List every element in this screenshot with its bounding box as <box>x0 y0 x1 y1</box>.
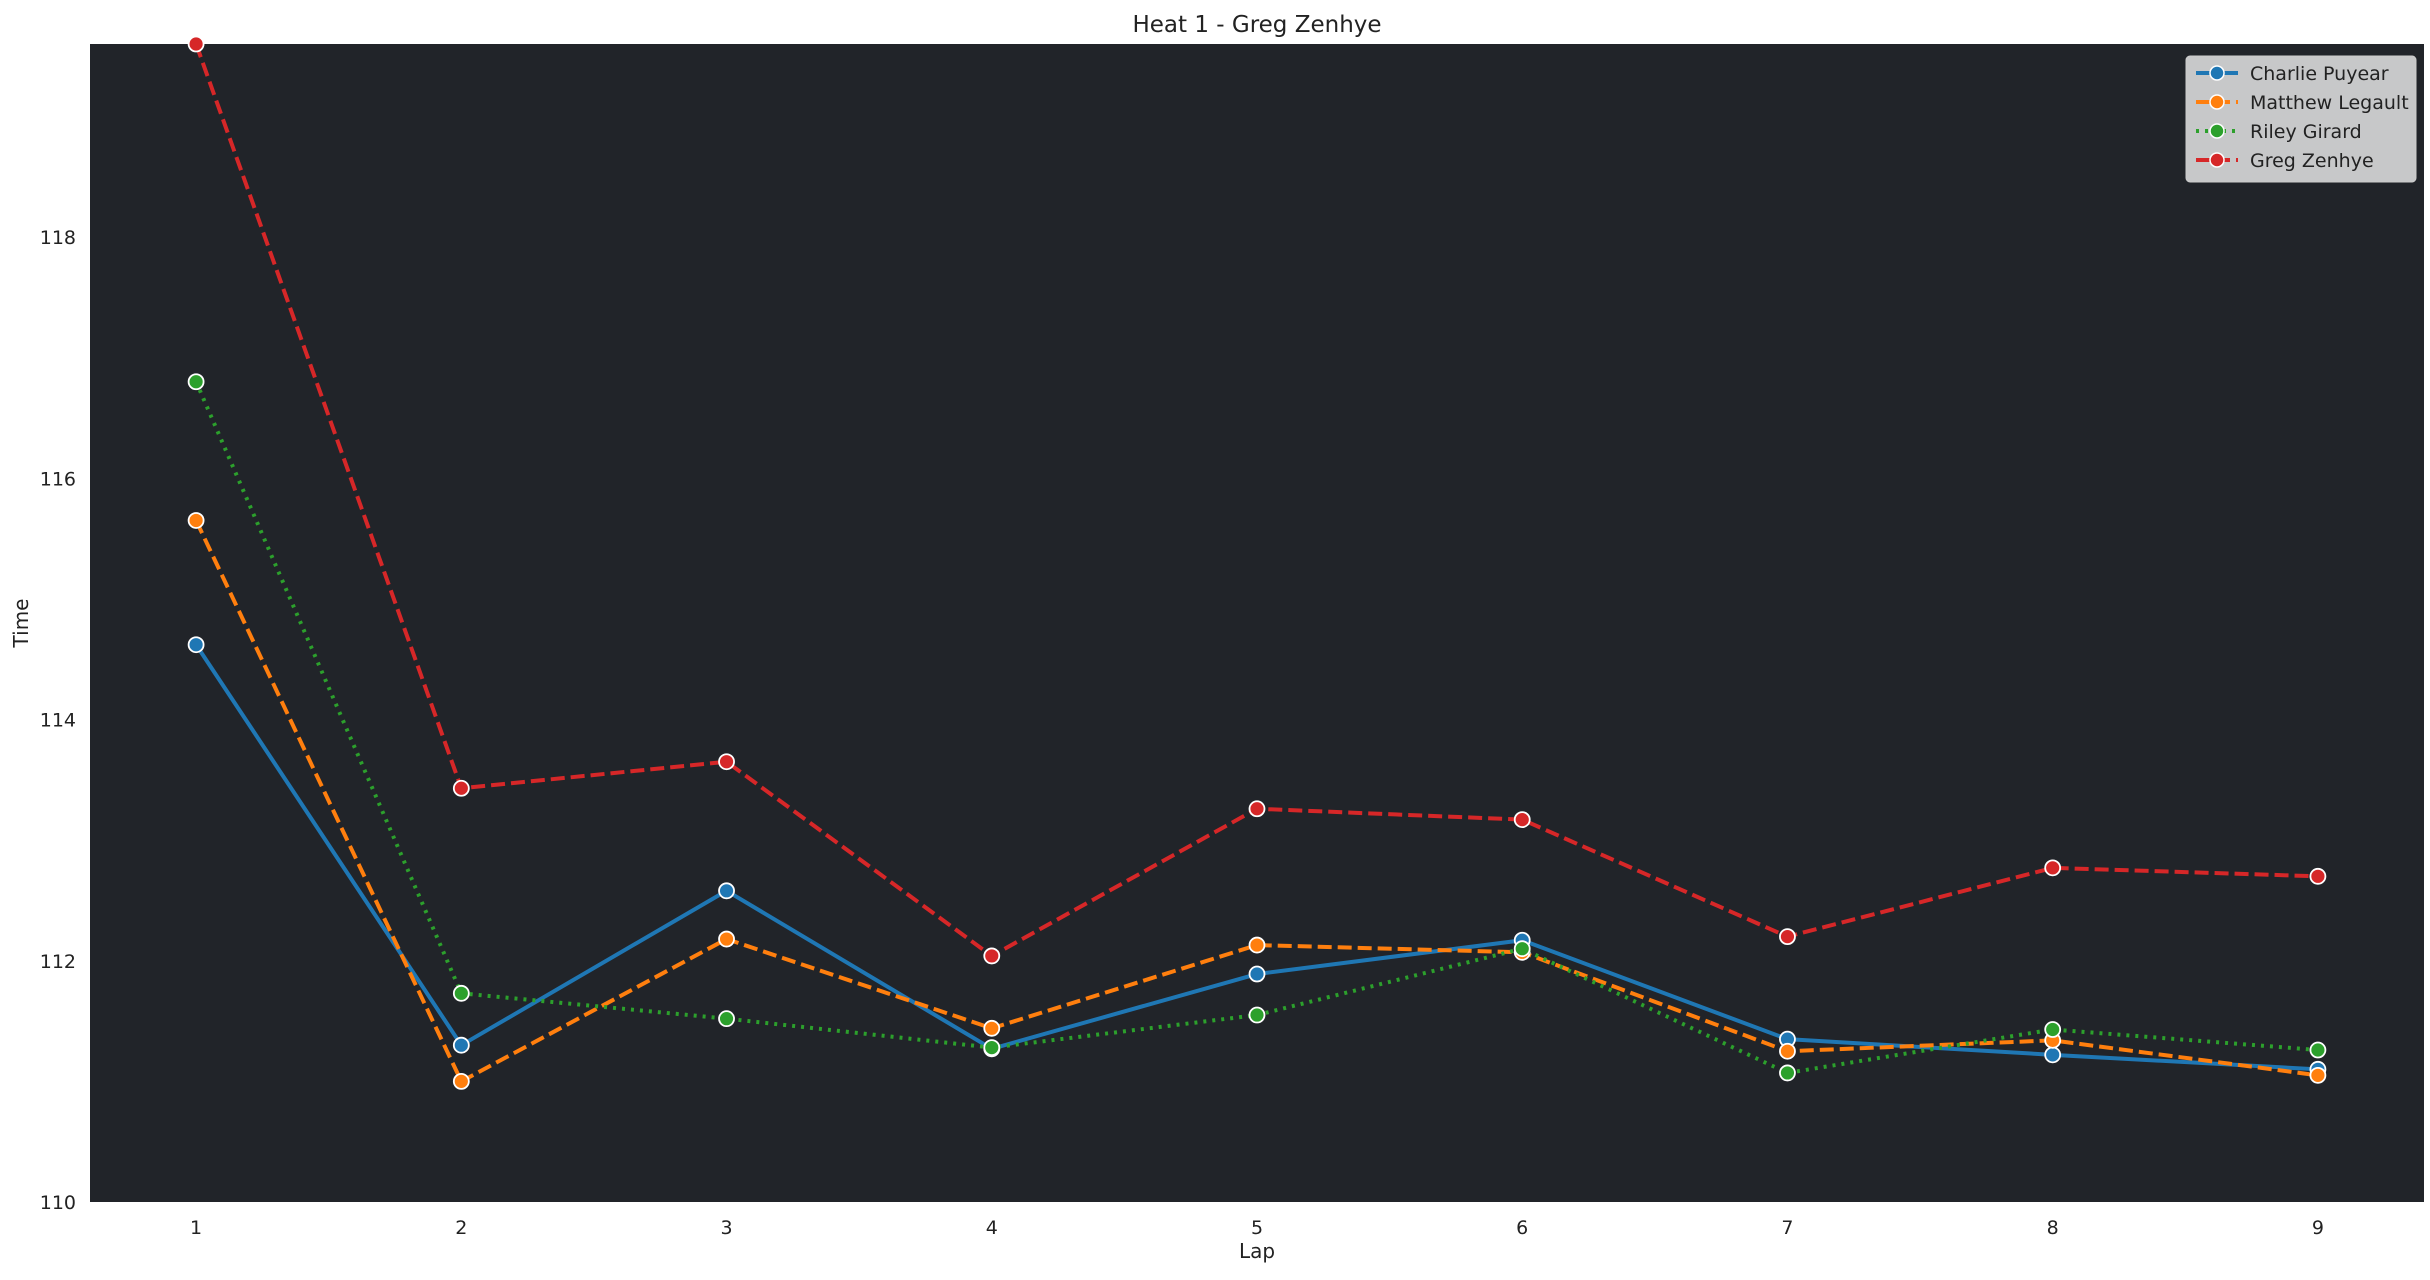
data-point <box>187 636 205 654</box>
y-axis-label: Time <box>9 599 33 649</box>
data-point <box>187 35 205 53</box>
x-tick-label: 3 <box>720 1217 732 1239</box>
data-point <box>1513 940 1531 958</box>
chart-title: Heat 1 - Greg Zenhye <box>1132 12 1381 38</box>
legend-marker <box>2209 123 2225 139</box>
x-tick-label: 7 <box>1781 1217 1793 1239</box>
data-point <box>187 512 205 529</box>
data-point <box>1779 928 1796 946</box>
y-tick-label: 114 <box>40 710 76 732</box>
data-point <box>452 1036 470 1054</box>
data-point <box>2044 1021 2062 1038</box>
legend-marker <box>2209 94 2225 110</box>
x-tick-label: 1 <box>190 1217 202 1239</box>
plot-background <box>90 44 2424 1202</box>
series-greg-zenhye <box>187 35 2327 965</box>
data-point <box>718 930 735 948</box>
series-layer <box>187 35 2327 1090</box>
legend-label: Charlie Puyear <box>2250 63 2389 85</box>
x-tick-label: 9 <box>2312 1217 2324 1239</box>
legend[interactable]: Charlie Puyear Matthew Legault Riley Girar… <box>2185 55 2417 183</box>
y-tick-label: 116 <box>40 468 76 490</box>
data-point <box>452 1072 470 1090</box>
data-point <box>718 753 735 771</box>
data-point <box>983 1039 1001 1056</box>
data-point <box>983 1019 1001 1037</box>
y-tick-label: 112 <box>40 951 76 973</box>
x-tick-label: 8 <box>2047 1217 2059 1239</box>
x-axis-label: Lap <box>1239 1239 1275 1263</box>
data-point <box>1248 1006 1266 1024</box>
data-point <box>187 373 205 391</box>
data-point <box>1248 965 1266 983</box>
data-point <box>2309 1066 2327 1084</box>
data-point <box>2309 1041 2327 1059</box>
x-tick-label: 4 <box>986 1217 998 1239</box>
data-point <box>1513 811 1531 829</box>
legend-label: Riley Girard <box>2250 121 2362 143</box>
data-point <box>452 779 470 797</box>
data-point <box>1779 1042 1796 1060</box>
y-axis-ticks: 110 112 114 116 118 <box>40 227 76 1214</box>
data-point <box>1248 800 1266 818</box>
series-riley-girard <box>187 373 2327 1082</box>
data-point <box>452 984 470 1002</box>
data-point <box>718 1010 735 1028</box>
data-point <box>983 947 1001 965</box>
legend-item[interactable]: Charlie Puyear <box>2196 63 2389 85</box>
legend-marker <box>2209 152 2225 168</box>
legend-label: Greg Zenhye <box>2250 150 2374 172</box>
data-point <box>1248 936 1266 954</box>
data-point <box>2044 1046 2062 1064</box>
x-tick-label: 2 <box>455 1217 467 1239</box>
x-axis-ticks: 1 2 3 4 5 6 7 8 9 <box>190 1217 2324 1239</box>
legend-label: Matthew Legault <box>2250 92 2409 114</box>
x-tick-label: 6 <box>1516 1217 1528 1239</box>
series-line <box>194 519 2319 1084</box>
legend-box <box>2185 55 2417 183</box>
data-point <box>718 882 735 900</box>
legend-item[interactable]: Riley Girard <box>2196 121 2362 143</box>
y-tick-label: 110 <box>40 1192 76 1214</box>
legend-item[interactable]: Matthew Legault <box>2196 92 2409 114</box>
y-tick-label: 118 <box>40 227 76 249</box>
x-tick-label: 5 <box>1251 1217 1263 1239</box>
legend-marker <box>2209 65 2225 81</box>
data-point <box>1779 1064 1796 1082</box>
data-point <box>2309 867 2327 885</box>
data-point <box>2044 859 2062 877</box>
legend-item[interactable]: Greg Zenhye <box>2196 150 2374 172</box>
